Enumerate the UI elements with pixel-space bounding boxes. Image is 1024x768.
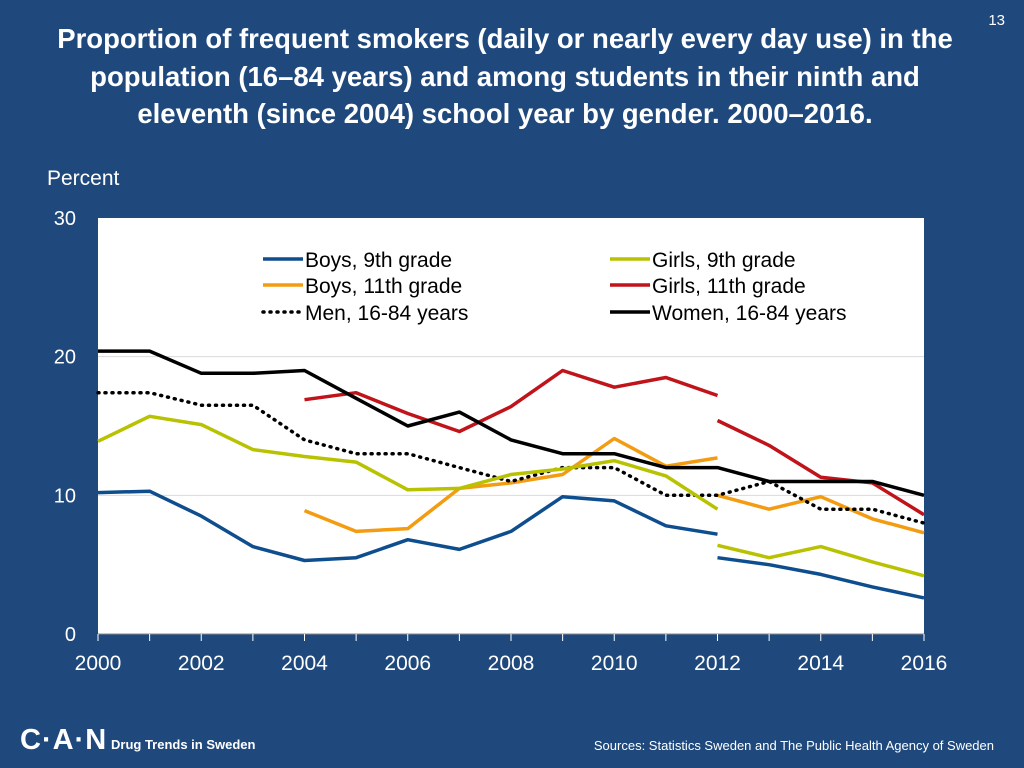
series-line-4-segment-0 [304,368,719,434]
y-tick-label: 30 [54,208,76,230]
x-tick-label: 2010 [591,652,638,675]
legend-label-1: Boys, 11th grade [305,275,462,298]
series-line-3-segment-1 [717,543,925,578]
x-tick-label: 2002 [178,652,225,675]
x-tick-label: 2006 [384,652,431,675]
series-line-0-segment-0 [97,489,718,563]
line-chart: 0 10 20 30 2000 2002 2004 2006 2008 2010 2012 2014 2… [54,208,948,675]
x-tick-label: 2012 [694,652,741,675]
legend-label-4: Girls, 11th grade [652,275,806,298]
footer-sources: Sources: Statistics Sweden and The Publi… [593,738,994,753]
y-tick-label: 10 [54,485,76,507]
plot-area [98,218,924,634]
can-logo: C·A·N [20,724,108,756]
footer-label: Drug Trends in Sweden [111,737,256,752]
x-tick-label: 2014 [797,652,844,675]
series-line-1-segment-1 [717,493,925,535]
legend-label-5: Women, 16-84 years [652,302,847,325]
legend-label-0: Boys, 9th grade [305,249,452,272]
series-line-0-segment-1 [717,555,925,600]
y-tick-label: 20 [54,347,76,369]
series-line-1-segment-0 [303,436,718,534]
x-tick-label: 2008 [488,652,535,675]
series-line-4-segment-1 [716,418,925,517]
x-tick-label: 2016 [901,652,948,675]
legend-label-2: Men, 16-84 years [305,302,468,325]
page-number: 13 [988,12,1005,29]
series-line-3-segment-0 [97,414,719,511]
chart-title: Proportion of frequent smokers (daily or… [57,23,953,129]
y-axis-label: Percent [47,167,120,190]
series-line-2-segment-0 [96,390,926,525]
x-tick-label: 2004 [281,652,328,675]
y-tick-label: 0 [65,624,76,646]
x-tick-label: 2000 [75,652,122,675]
legend-label-3: Girls, 9th grade [652,249,796,272]
series-line-5-segment-0 [98,349,925,497]
